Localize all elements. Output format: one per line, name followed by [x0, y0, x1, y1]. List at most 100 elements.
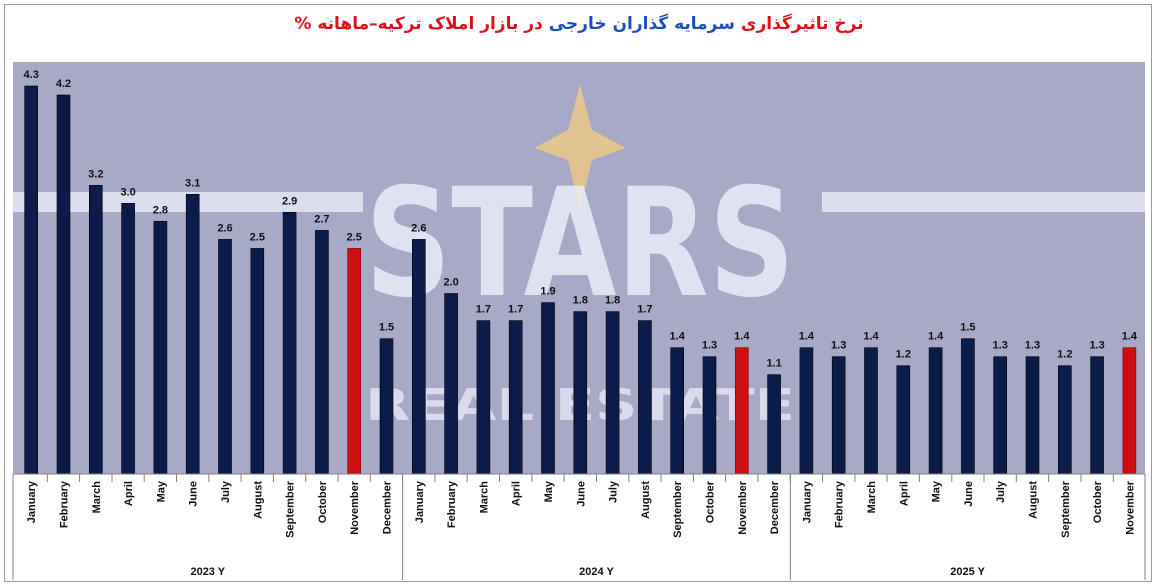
bar-2024-may	[541, 302, 555, 475]
bar-2025-september	[1058, 365, 1072, 475]
month-tick-label: January	[801, 480, 813, 523]
bar-2025-january	[799, 347, 814, 475]
value-label: 1.9	[540, 286, 555, 298]
bar-2023-august	[250, 248, 265, 475]
bar-2024-february	[444, 293, 458, 475]
chart-title: نرخ تاثیرگذاری سرمایه گذاران خارجی در با…	[0, 14, 1158, 34]
month-tick-label: November	[737, 480, 749, 535]
month-tick-label: December	[769, 480, 781, 534]
month-tick-label: March	[478, 481, 490, 514]
month-tick-label: June	[188, 481, 200, 507]
title-segment-3: در بازار املاک ترکیه–ماهانه %	[294, 14, 549, 34]
month-tick-label: May	[543, 480, 555, 502]
value-label: 1.5	[960, 322, 975, 334]
month-tick-label: July	[995, 480, 1007, 503]
bar-2024-march	[476, 320, 491, 475]
value-label: 4.3	[24, 69, 39, 81]
month-tick-label: October	[1092, 480, 1104, 523]
bar-2024-june	[573, 311, 588, 475]
bar-2025-august	[1025, 356, 1040, 475]
month-tick-label: August	[640, 481, 652, 519]
bar-2023-may	[153, 221, 168, 475]
bar-2025-may	[928, 347, 943, 475]
value-label: 1.4	[670, 331, 686, 343]
month-tick-label: June	[575, 481, 587, 507]
value-label: 4.2	[56, 78, 71, 90]
value-label: 1.3	[702, 340, 717, 352]
bar-2024-april	[508, 320, 523, 475]
value-label: 2.5	[347, 231, 362, 243]
bar-2023-march	[89, 185, 103, 475]
month-tick-label: November	[1124, 480, 1136, 535]
bar-2023-june	[185, 194, 200, 475]
value-label: 1.4	[863, 331, 879, 343]
value-label: 1.8	[573, 295, 588, 307]
value-label: 1.4	[799, 331, 815, 343]
title-segment-2: سرمایه گذاران خارجی	[548, 14, 735, 34]
month-tick-label: February	[59, 480, 71, 528]
month-tick-label: January	[26, 480, 38, 523]
bar-2025-november	[1122, 347, 1137, 475]
month-tick-label: October	[317, 480, 329, 523]
month-tick-label: September	[672, 480, 684, 538]
bar-2024-january	[411, 239, 426, 475]
value-label: 2.7	[314, 213, 329, 225]
month-tick-label: February	[834, 480, 846, 528]
value-label: 2.6	[411, 222, 426, 234]
bar-2024-october	[702, 356, 717, 475]
month-tick-label: April	[898, 481, 910, 506]
month-tick-label: July	[220, 480, 232, 503]
month-tick-label: November	[349, 480, 361, 535]
value-label: 1.3	[1089, 340, 1104, 352]
value-label: 3.1	[185, 177, 200, 189]
bar-2025-march	[864, 347, 878, 475]
year-group-label: 2024 Y	[579, 566, 614, 578]
bar-2023-february	[56, 94, 71, 475]
watermark-stripe-right	[822, 192, 1145, 212]
bar-2023-april	[121, 203, 135, 475]
bar-2023-november	[347, 248, 362, 475]
month-tick-label: June	[963, 481, 975, 507]
title-segment-1: نرخ تاثیرگذاری	[734, 14, 864, 34]
month-tick-label: May	[155, 480, 167, 502]
value-label: 1.3	[1025, 340, 1040, 352]
value-label: 2.9	[282, 195, 297, 207]
month-tick-label: September	[1060, 480, 1072, 538]
bar-2025-february	[831, 356, 846, 475]
bar-2025-july	[993, 356, 1008, 475]
bar-2024-august	[638, 320, 652, 475]
month-tick-label: February	[446, 480, 458, 528]
month-tick-label: August	[1028, 481, 1040, 519]
x-axis: January February March April May June July Augu…	[12, 473, 1146, 580]
value-label: 1.4	[1122, 331, 1138, 343]
value-label: 1.7	[508, 304, 523, 316]
bar-2023-december	[379, 338, 394, 475]
bar-2024-december	[767, 374, 781, 475]
value-label: 1.4	[734, 331, 750, 343]
value-label: 1.5	[379, 322, 394, 334]
value-label: 3.2	[88, 168, 103, 180]
value-label: 2.5	[250, 231, 265, 243]
value-label: 1.7	[637, 304, 652, 316]
bar-2025-october	[1090, 356, 1104, 475]
bar-2025-june	[961, 338, 975, 475]
month-tick-label: January	[414, 480, 426, 523]
value-label: 1.3	[993, 340, 1008, 352]
month-tick-label: May	[931, 480, 943, 502]
watermark-star	[534, 85, 626, 210]
year-group-label: 2023 Y	[190, 566, 225, 578]
month-tick-label: July	[608, 480, 620, 503]
value-label: 2.6	[217, 222, 232, 234]
value-label: 1.1	[766, 358, 781, 370]
value-label: 3.0	[120, 186, 135, 198]
month-tick-label: October	[705, 480, 717, 523]
value-label: 1.7	[476, 304, 491, 316]
month-tick-label: March	[866, 481, 878, 514]
bar-2024-november	[734, 347, 749, 475]
value-label: 1.2	[1057, 349, 1072, 361]
month-tick-label: September	[285, 480, 297, 538]
value-label: 1.4	[928, 331, 944, 343]
value-label: 1.8	[605, 295, 620, 307]
year-group-label: 2025 Y	[950, 566, 985, 578]
